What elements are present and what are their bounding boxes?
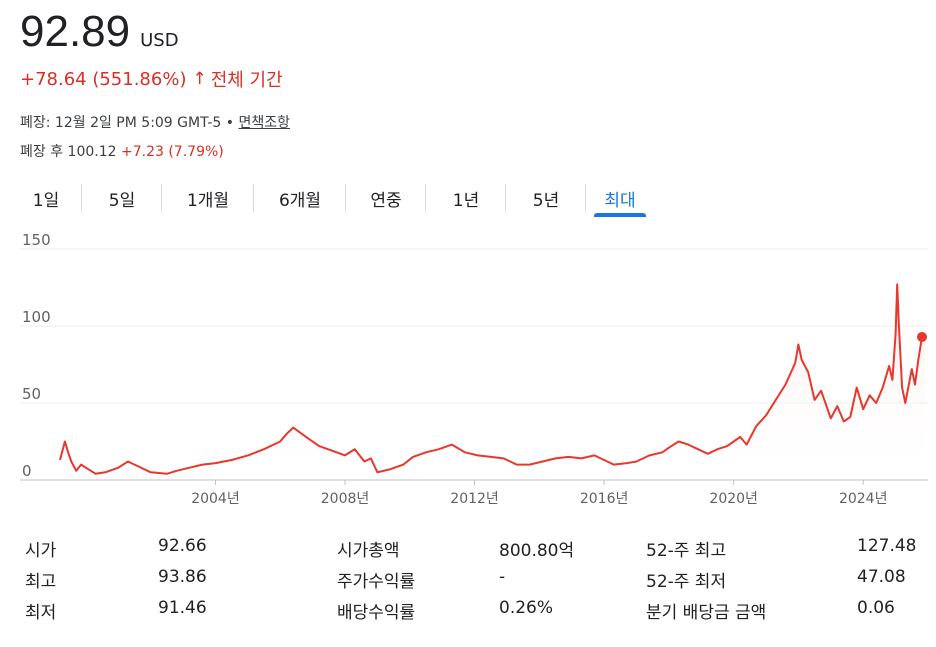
y-tick-label: 50 [22, 385, 41, 403]
tab-1m[interactable]: 1개월 [162, 180, 254, 220]
stat-value-low: 91.46 [158, 598, 207, 618]
last-price-point [917, 331, 927, 342]
stat-value-52w-high: 127.48 [857, 536, 917, 556]
close-info: 폐장: 12월 2일 PM 5:09 GMT-5 • [20, 115, 239, 131]
current-price: 92.89 [20, 7, 131, 56]
after-hours-label: 폐장 후 100.12 [20, 144, 121, 160]
price-area [60, 284, 925, 480]
y-tick-label: 150 [22, 231, 51, 249]
change-value: +78.64 (551.86%) [20, 68, 187, 90]
stat-value-div-yield: 0.26% [499, 598, 554, 618]
x-tick-label: 2016년 [580, 491, 629, 507]
x-tick-label: 2024년 [839, 491, 888, 507]
price-chart[interactable]: 0 50 100 150 2004년 2008년 2012년 2016년 2020년 2024년 [0, 230, 936, 520]
tab-ytd[interactable]: 연중 [346, 180, 426, 220]
x-tick-label: 2020년 [709, 491, 758, 507]
stat-label-pe: 주가수익률 [337, 572, 416, 592]
x-tick-label: 2012년 [450, 491, 499, 507]
x-tick-label: 2004년 [191, 491, 240, 507]
tab-5y[interactable]: 5년 [506, 180, 586, 220]
x-tick-label: 2008년 [321, 491, 370, 507]
after-hours-change: +7.23 (7.79%) [120, 144, 224, 160]
y-tick-label: 100 [22, 308, 51, 326]
currency-label: USD [140, 30, 179, 51]
tab-1y[interactable]: 1년 [426, 180, 506, 220]
time-range-tabs: 1일 5일 1개월 6개월 연중 1년 5년 최대 [10, 180, 654, 220]
price-line [59, 283, 926, 475]
price-row: 92.89 USD [20, 6, 179, 58]
stat-label-52w-high: 52-주 최고 [646, 541, 727, 561]
stat-value-qtr-div: 0.06 [857, 598, 895, 618]
active-tab-indicator [594, 213, 646, 217]
tab-6m[interactable]: 6개월 [254, 180, 346, 220]
tab-1d[interactable]: 1일 [10, 180, 82, 220]
stat-label-div-yield: 배당수익률 [337, 603, 416, 623]
tab-max[interactable]: 최대 [586, 180, 654, 220]
stat-value-pe: - [499, 567, 506, 587]
after-hours-row: 폐장 후 100.12 +7.23 (7.79%) [20, 141, 224, 161]
stat-value-open: 92.66 [158, 536, 207, 556]
stat-label-high: 최고 [25, 572, 57, 592]
stat-label-52w-low: 52-주 최저 [646, 572, 727, 592]
change-period: 전체 기간 [210, 70, 283, 91]
price-change: +78.64 (551.86%) ↑ 전체 기간 [20, 66, 283, 92]
stat-label-low: 최저 [25, 603, 57, 623]
stat-label-qtr-div: 분기 배당금 금액 [646, 603, 767, 623]
close-info-row: 폐장: 12월 2일 PM 5:09 GMT-5 • 면책조항 [20, 112, 290, 132]
tab-5d[interactable]: 5일 [82, 180, 162, 220]
stat-label-open: 시가 [25, 541, 57, 561]
stat-label-market-cap: 시가총액 [337, 541, 400, 561]
stat-value-52w-low: 47.08 [857, 567, 906, 587]
stat-value-high: 93.86 [158, 567, 207, 587]
disclaimer-link[interactable]: 면책조항 [238, 115, 291, 131]
arrow-up-icon: ↑ [192, 69, 207, 89]
y-tick-label: 0 [22, 462, 32, 480]
stat-value-market-cap: 800.80억 [499, 541, 575, 561]
